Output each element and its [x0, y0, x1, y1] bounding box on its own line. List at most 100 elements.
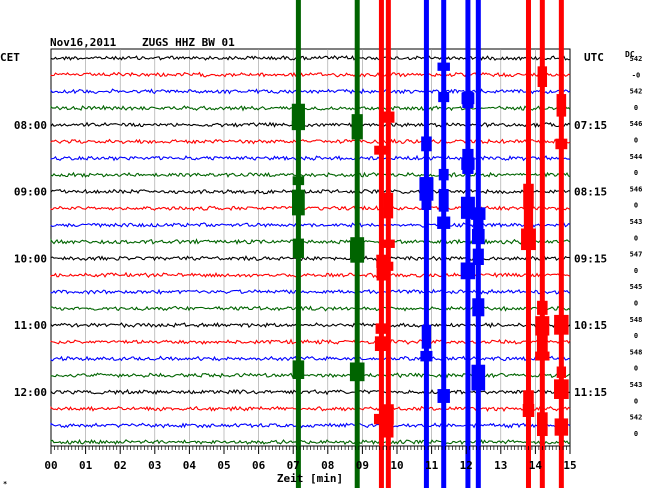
event-signal-burst — [537, 66, 548, 88]
event-signal-burst — [382, 111, 395, 123]
dc-column-header: DC — [625, 50, 635, 59]
x-tick-label: 05 — [217, 459, 230, 472]
event-signal-burst — [349, 362, 365, 382]
seismic-trace — [50, 188, 571, 195]
event-signal-burst — [460, 262, 476, 280]
event-signal-burst — [461, 92, 475, 105]
event-signal-burst — [461, 157, 475, 170]
seismic-trace — [50, 321, 571, 329]
dc-value: 0 — [634, 267, 638, 275]
event-signal — [423, 0, 429, 488]
dc-value: 0 — [634, 169, 638, 177]
x-tick-label: 07 — [287, 459, 300, 472]
dc-value: 0 — [634, 300, 638, 308]
event-signal-burst — [383, 192, 394, 219]
event-signal-burst — [383, 411, 394, 438]
x-tick-label: 04 — [183, 459, 197, 472]
seismic-trace — [50, 55, 571, 61]
dc-value: 547 — [630, 251, 643, 259]
event-signal-burst — [437, 389, 450, 403]
seismic-trace — [50, 438, 571, 446]
dc-value: 0 — [634, 365, 638, 373]
x-tick-label: 06 — [252, 459, 266, 472]
dc-value: 0 — [634, 332, 638, 340]
dc-value: 0 — [634, 430, 638, 438]
dc-value: 542 — [630, 414, 643, 422]
event-signal-burst — [523, 183, 534, 209]
x-tick-label: 14 — [529, 459, 543, 472]
time-labels-right: 07:15 08:15 09:15 10:15 11:15 — [574, 119, 607, 399]
event-signal-burst — [523, 205, 534, 230]
event-signal-burst — [471, 207, 486, 220]
event-signal-burst — [381, 239, 395, 248]
event-signal-burst — [437, 216, 451, 229]
event-signal-burst — [438, 91, 450, 103]
event-signal-burst — [537, 300, 548, 315]
event-signal-burst — [383, 261, 394, 271]
event-signal-burst — [291, 103, 305, 126]
dc-value: 545 — [630, 283, 643, 291]
dc-value: 546 — [630, 185, 643, 193]
event-signal-burst — [292, 360, 305, 380]
time-label-cet: 08:00 — [14, 119, 47, 132]
event-signal-burst — [291, 120, 306, 131]
dc-value: 543 — [630, 218, 643, 226]
dc-value: 548 — [630, 316, 643, 324]
seismic-trace — [50, 171, 571, 178]
seismic-trace — [50, 405, 571, 413]
x-tick-label: 10 — [390, 459, 403, 472]
event-signal-burst — [471, 364, 486, 391]
event-signal-burst — [472, 298, 485, 317]
event-signal-burst — [472, 248, 484, 265]
chart-date: Nov16,2011 — [50, 36, 117, 49]
event-signal-burst — [536, 412, 548, 437]
event-signal — [465, 0, 471, 488]
event-signal-burst — [421, 324, 432, 349]
event-signal-burst — [437, 62, 450, 71]
dc-value: -0 — [632, 71, 640, 79]
corner-mark: * — [3, 480, 7, 488]
dc-value: 0 — [634, 202, 638, 210]
seismic-trace — [50, 154, 571, 162]
seismic-trace — [50, 121, 571, 129]
time-label-utc: 08:15 — [574, 186, 607, 199]
event-signal-burst — [376, 254, 387, 268]
right-timezone-label: UTC — [584, 51, 604, 64]
x-tick-label: 01 — [79, 459, 93, 472]
dc-value: 544 — [630, 153, 643, 161]
event-signal — [539, 0, 545, 488]
event-layer — [291, 0, 569, 488]
x-axis: 00 01 02 03 04 05 06 07 08 09 10 11 12 13 14 15 — [44, 446, 577, 472]
seismic-trace — [50, 288, 571, 295]
dc-value: 542 — [630, 88, 643, 96]
event-signal-burst — [374, 336, 388, 352]
event-signal-burst — [438, 168, 449, 181]
dc-value: 0 — [634, 137, 638, 145]
event-signal — [441, 0, 447, 488]
event-signal — [378, 0, 384, 488]
time-label-cet: 09:00 — [14, 186, 47, 199]
event-signal-burst — [473, 218, 484, 235]
seismic-trace — [50, 71, 571, 78]
event-signal-burst — [351, 114, 363, 140]
dc-values: 542 -0 542 0 546 0 544 0 546 0 543 0 547 0 545 0 548 0 548… — [630, 55, 643, 438]
event-signal-burst — [420, 350, 433, 362]
event-signal-burst — [556, 366, 567, 378]
event-signal-burst — [523, 390, 534, 408]
event-signal-burst — [421, 184, 432, 210]
event-signal-burst — [374, 145, 389, 155]
x-tick-label: 15 — [563, 459, 576, 472]
x-tick-label: 13 — [494, 459, 507, 472]
event-signal-burst — [535, 316, 550, 336]
event-signal-burst — [555, 138, 568, 150]
event-signal — [558, 0, 564, 488]
x-tick-label: 12 — [460, 459, 473, 472]
time-label-utc: 07:15 — [574, 119, 607, 132]
time-labels-left: 08:00 09:00 10:00 11:00 12:00 — [14, 119, 47, 399]
seismic-trace — [50, 338, 571, 345]
event-signal-burst — [382, 404, 394, 425]
dc-value: 546 — [630, 120, 643, 128]
seismic-trace — [50, 104, 571, 112]
event-signal-burst — [554, 379, 569, 399]
